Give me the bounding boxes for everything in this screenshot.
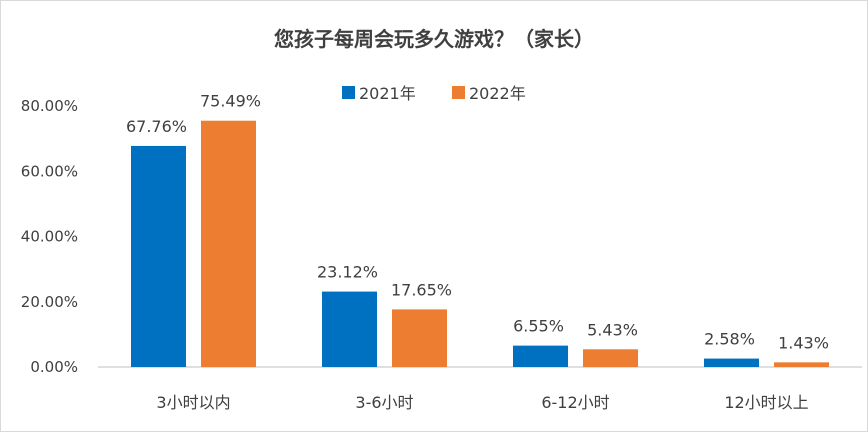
category-labels: 3小时以内 3-6小时 6-12小时 12小时以上	[156, 393, 808, 412]
data-label: 17.65%	[391, 280, 452, 299]
data-label: 1.43%	[778, 333, 829, 352]
data-labels: 67.76% 75.49% 23.12% 17.65% 6.55% 5.43% 2.58% 1…	[126, 92, 829, 353]
chart-title: 您孩子每周会玩多久游戏？（家长）	[274, 27, 594, 51]
legend: 2021年 2022年	[342, 84, 526, 103]
bar	[704, 358, 759, 367]
legend-label: 2021年	[359, 84, 416, 103]
bar	[583, 349, 638, 367]
y-tick-label: 20.00%	[21, 293, 78, 311]
bar	[392, 309, 447, 367]
data-label: 75.49%	[200, 92, 261, 111]
y-tick-label: 40.00%	[21, 228, 78, 246]
legend-swatch	[342, 86, 355, 99]
data-label: 23.12%	[317, 263, 378, 282]
y-tick-label: 60.00%	[21, 162, 78, 180]
data-label: 2.58%	[704, 330, 755, 349]
legend-swatch	[452, 86, 465, 99]
data-label: 6.55%	[513, 317, 564, 336]
y-tick-label: 80.00%	[21, 97, 78, 115]
bar	[774, 362, 829, 367]
bars	[131, 120, 829, 368]
bar	[513, 345, 568, 367]
category-label: 3-6小时	[355, 393, 413, 412]
data-label: 5.43%	[587, 320, 638, 339]
bar	[201, 120, 256, 368]
legend-label: 2022年	[469, 84, 526, 103]
data-label: 67.76%	[126, 117, 187, 136]
bar	[131, 145, 186, 367]
y-tick-label: 0.00%	[30, 358, 78, 376]
category-label: 3小时以内	[156, 393, 230, 412]
category-label: 6-12小时	[541, 393, 609, 412]
bar	[322, 291, 377, 367]
category-label: 12小时以上	[724, 393, 808, 412]
y-axis-ticks: 0.00% 20.00% 40.00% 60.00% 80.00%	[21, 97, 78, 376]
